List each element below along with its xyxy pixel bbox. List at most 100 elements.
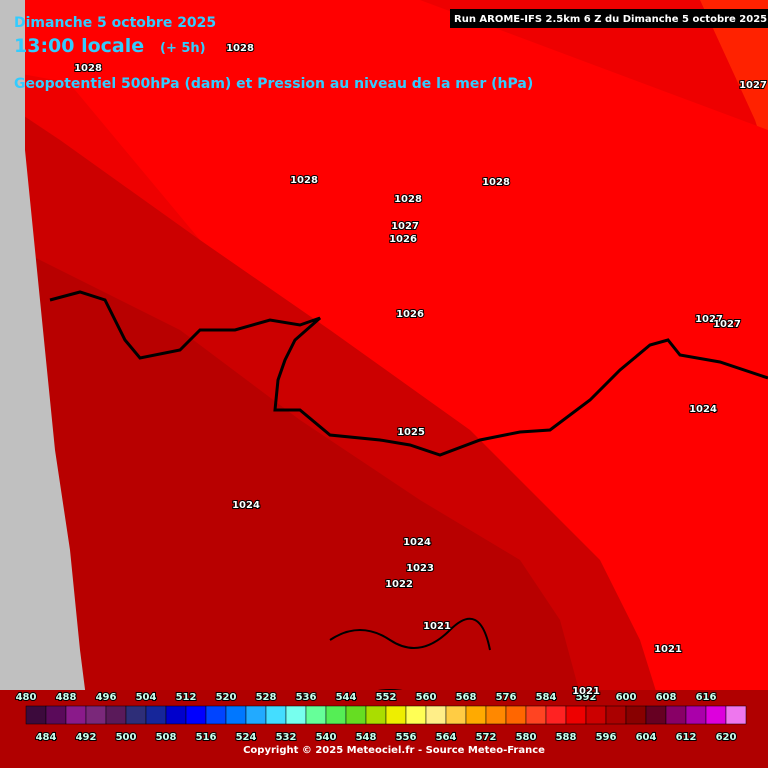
colorbar-label: 536 bbox=[296, 692, 317, 703]
color-swatch bbox=[405, 705, 427, 725]
color-swatch bbox=[525, 705, 547, 725]
color-swatch bbox=[705, 705, 727, 725]
color-swatch bbox=[565, 705, 587, 725]
colorbar-label: 560 bbox=[416, 692, 437, 703]
colorbar-label: 572 bbox=[476, 732, 497, 743]
color-swatch bbox=[65, 705, 87, 725]
color-swatch bbox=[25, 705, 47, 725]
colorbar-label: 588 bbox=[556, 732, 577, 743]
colorbar-label: 496 bbox=[96, 692, 117, 703]
pressure-label: 1021 bbox=[423, 621, 451, 632]
colorbar-label: 616 bbox=[696, 692, 717, 703]
color-swatch bbox=[85, 705, 107, 725]
pressure-label: 1028 bbox=[290, 175, 318, 186]
pressure-label: 1027 bbox=[391, 221, 419, 232]
pressure-label: 1024 bbox=[689, 404, 717, 415]
colorbar-label: 540 bbox=[316, 732, 337, 743]
colorbar: 480 488 496 504 512 520 528 536 544 552 560 568 576 5… bbox=[15, 691, 747, 744]
colorbar-label: 568 bbox=[456, 692, 477, 703]
color-swatch bbox=[345, 705, 367, 725]
colorbar-label: 492 bbox=[76, 732, 97, 743]
color-swatch bbox=[505, 705, 527, 725]
colorbar-label: 576 bbox=[496, 692, 517, 703]
band bbox=[0, 0, 768, 210]
color-swatch bbox=[425, 705, 447, 725]
colorbar-label: 500 bbox=[116, 732, 137, 743]
color-swatch bbox=[645, 705, 667, 725]
colorbar-label: 596 bbox=[596, 732, 617, 743]
color-swatch bbox=[725, 705, 747, 725]
pressure-label: 1027 bbox=[739, 80, 767, 91]
pressure-label: 1028 bbox=[226, 43, 254, 54]
colorbar-label: 608 bbox=[656, 692, 677, 703]
copyright: Copyright © 2025 Meteociel.fr - Source M… bbox=[243, 745, 545, 756]
colorbar-label: 504 bbox=[136, 692, 157, 703]
color-swatch bbox=[685, 705, 707, 725]
colorbar-label: 592 bbox=[576, 692, 597, 703]
subtitle: Geopotentiel 500hPa (dam) et Pression au… bbox=[14, 76, 533, 92]
colorbar-label: 552 bbox=[376, 692, 397, 703]
pressure-label: 1028 bbox=[482, 177, 510, 188]
color-swatch bbox=[185, 705, 207, 725]
pressure-label: 1027 bbox=[713, 319, 741, 330]
colorbar-label: 544 bbox=[336, 692, 357, 703]
color-swatch bbox=[365, 705, 387, 725]
colorbar-label: 604 bbox=[636, 732, 657, 743]
pressure-label: 1023 bbox=[406, 563, 434, 574]
pressure-label: 1024 bbox=[403, 537, 431, 548]
offset: (+ 5h) bbox=[160, 41, 206, 56]
date: Dimanche 5 octobre 2025 bbox=[14, 15, 216, 31]
colorbar-label: 556 bbox=[396, 732, 417, 743]
colorbar-label: 620 bbox=[716, 732, 737, 743]
border bbox=[49, 290, 768, 457]
pressure-label: 1028 bbox=[74, 63, 102, 74]
color-swatch bbox=[465, 705, 487, 725]
color-swatch bbox=[665, 705, 687, 725]
color-swatch bbox=[225, 705, 247, 725]
pressure-label: 1021 bbox=[654, 644, 682, 655]
colorbar-label: 612 bbox=[676, 732, 697, 743]
color-swatch bbox=[445, 705, 467, 725]
color-swatch bbox=[625, 705, 647, 725]
color-swatch bbox=[305, 705, 327, 725]
color-swatch bbox=[285, 705, 307, 725]
color-swatch bbox=[105, 705, 127, 725]
color-swatch bbox=[265, 705, 287, 725]
sea-gray bbox=[0, 0, 95, 768]
band bbox=[0, 240, 600, 768]
colorbar-label: 564 bbox=[436, 732, 457, 743]
colorbar-label: 484 bbox=[36, 732, 57, 743]
pressure-label: 1024 bbox=[232, 500, 260, 511]
colorbar-label: 480 bbox=[16, 692, 37, 703]
color-swatch bbox=[605, 705, 627, 725]
color-swatch bbox=[205, 705, 227, 725]
pressure-label: 1021 bbox=[572, 686, 600, 697]
color-swatch bbox=[325, 705, 347, 725]
run-box bbox=[450, 9, 768, 28]
color-swatch bbox=[545, 705, 567, 725]
color-swatch bbox=[45, 705, 67, 725]
colorbar-label: 584 bbox=[536, 692, 557, 703]
colorbar-label: 516 bbox=[196, 732, 217, 743]
colorbar-label: 548 bbox=[356, 732, 377, 743]
pressure-label: 1027 bbox=[695, 314, 723, 325]
color-swatch bbox=[485, 705, 507, 725]
color-swatch bbox=[385, 705, 407, 725]
color-swatch bbox=[165, 705, 187, 725]
colorbar-label: 508 bbox=[156, 732, 177, 743]
colorbar-label: 532 bbox=[276, 732, 297, 743]
run-info: Run AROME-IFS 2.5km 6 Z du Dimanche 5 oc… bbox=[454, 14, 767, 25]
pressure-label: 1025 bbox=[397, 427, 425, 438]
band bbox=[700, 0, 768, 160]
color-swatch bbox=[585, 705, 607, 725]
colorbar-label: 524 bbox=[236, 732, 257, 743]
colorbar-label: 488 bbox=[56, 692, 77, 703]
pressure-label: 1028 bbox=[394, 194, 422, 205]
color-swatch bbox=[145, 705, 167, 725]
legend-background bbox=[0, 690, 768, 768]
color-swatch bbox=[245, 705, 267, 725]
colorbar-label: 600 bbox=[616, 692, 637, 703]
color-swatch bbox=[125, 705, 147, 725]
